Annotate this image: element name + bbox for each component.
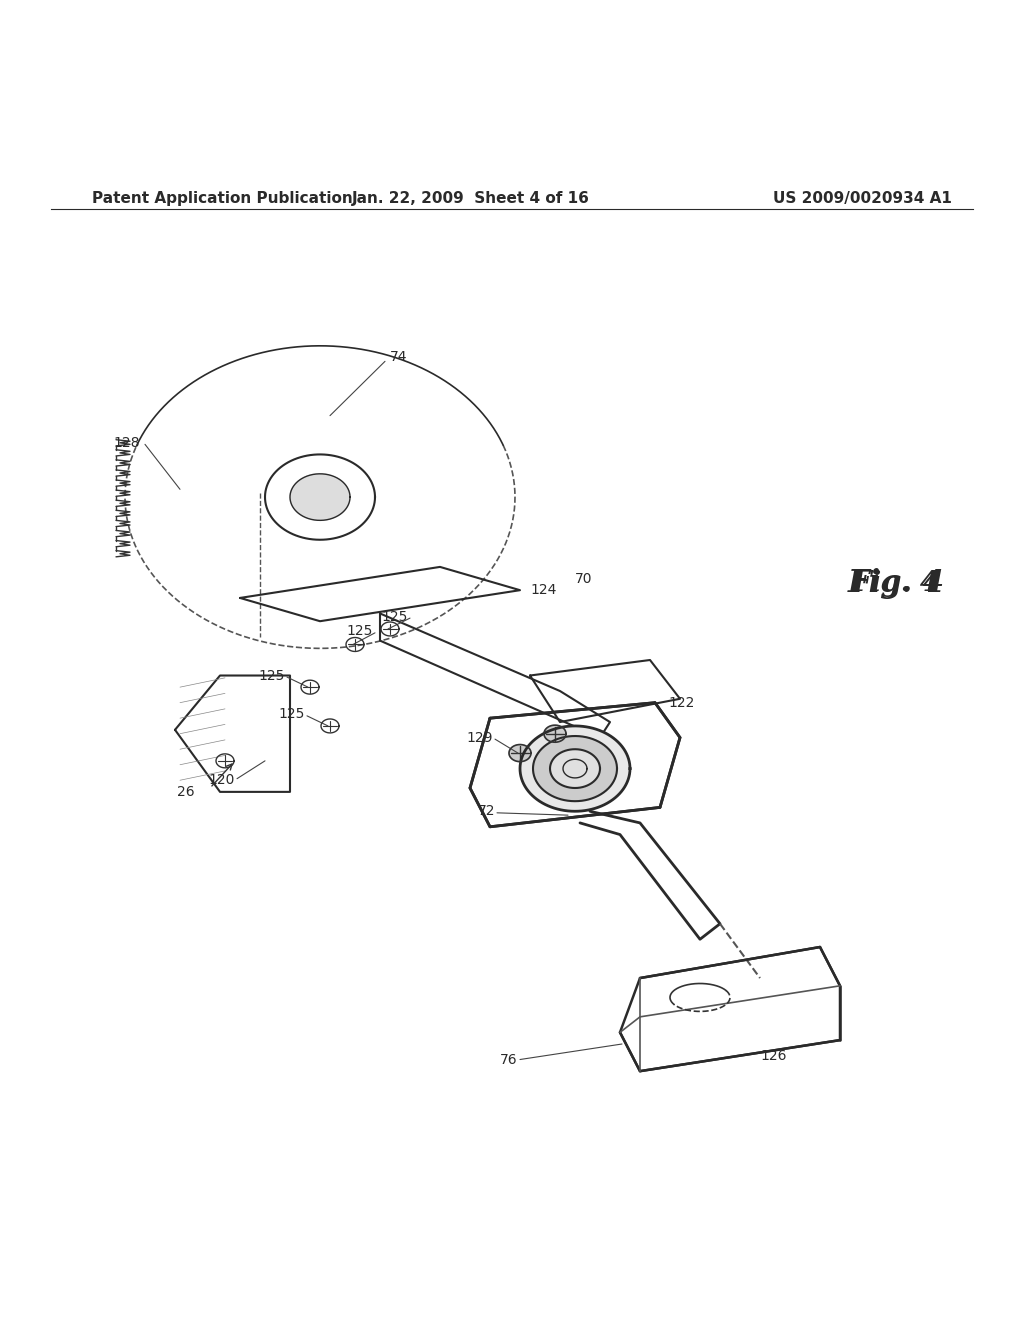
Text: 124: 124 [530, 583, 556, 597]
Polygon shape [544, 725, 566, 742]
Text: 125: 125 [259, 668, 285, 682]
Text: 125: 125 [347, 624, 373, 639]
Text: 74: 74 [390, 350, 408, 364]
Text: 126: 126 [760, 1048, 786, 1063]
Text: 129: 129 [467, 730, 493, 744]
Text: 70: 70 [575, 572, 593, 586]
Text: 128: 128 [114, 436, 140, 450]
Text: Patent Application Publication: Patent Application Publication [92, 191, 353, 206]
Polygon shape [509, 744, 531, 762]
Text: US 2009/0020934 A1: US 2009/0020934 A1 [773, 191, 952, 206]
Text: 122: 122 [668, 696, 694, 710]
Text: 72: 72 [477, 804, 495, 818]
Text: Fig. 4: Fig. 4 [848, 568, 944, 599]
Polygon shape [290, 474, 350, 520]
Polygon shape [550, 750, 600, 788]
Polygon shape [520, 726, 630, 812]
Text: 125: 125 [279, 708, 305, 721]
Text: 26: 26 [177, 785, 195, 799]
Text: 120: 120 [209, 774, 234, 787]
Text: 125: 125 [382, 610, 408, 623]
Text: 76: 76 [500, 1052, 517, 1067]
Text: Fig. 4: Fig. 4 [852, 570, 940, 597]
Polygon shape [534, 737, 617, 801]
Text: Jan. 22, 2009  Sheet 4 of 16: Jan. 22, 2009 Sheet 4 of 16 [352, 191, 590, 206]
